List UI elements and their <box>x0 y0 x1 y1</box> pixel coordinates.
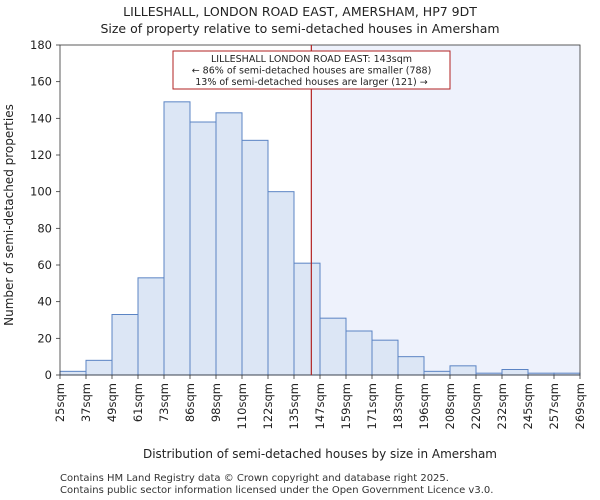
x-tick-label: 159sqm <box>339 383 353 429</box>
x-tick-label: 245sqm <box>521 383 535 429</box>
y-tick-label: 140 <box>30 111 52 125</box>
bar <box>163 101 191 376</box>
annotation-line: 13% of semi-detached houses are larger (… <box>195 77 428 88</box>
bar <box>345 330 373 376</box>
y-axis-label: Number of semi-detached properties <box>2 104 16 326</box>
x-tick-label: 171sqm <box>365 383 379 429</box>
x-tick-label: 110sqm <box>235 383 249 429</box>
bar <box>241 139 269 376</box>
x-tick-label: 147sqm <box>313 383 327 429</box>
y-tick-label: 0 <box>45 368 52 382</box>
y-tick-label: 120 <box>30 148 52 162</box>
x-tick-label: 61sqm <box>131 383 145 422</box>
highlight-region <box>311 45 580 375</box>
bar <box>215 112 243 376</box>
x-tick-label: 257sqm <box>547 383 561 429</box>
annotation-box <box>172 50 451 90</box>
x-tick-label: 49sqm <box>105 383 119 422</box>
y-tick-label: 20 <box>37 331 52 345</box>
y-tick-label: 100 <box>30 185 52 199</box>
x-tick-label: 232sqm <box>495 383 509 429</box>
bar <box>397 356 425 376</box>
bar <box>319 317 347 376</box>
footer-licence: Contains public sector information licen… <box>60 485 494 496</box>
x-tick-label: 73sqm <box>157 383 171 422</box>
x-tick-label: 98sqm <box>209 383 223 422</box>
x-tick-label: 269sqm <box>573 383 587 429</box>
chart-title: LILLESHALL, LONDON ROAD EAST, AMERSHAM, … <box>123 4 477 19</box>
bar <box>423 370 451 376</box>
y-tick-label: 60 <box>37 258 52 272</box>
x-tick-label: 220sqm <box>469 383 483 429</box>
x-tick-label: 183sqm <box>391 383 405 429</box>
y-tick-label: 40 <box>37 295 52 309</box>
x-tick-label: 25sqm <box>53 383 67 422</box>
bar <box>371 339 399 376</box>
x-tick-label: 208sqm <box>443 383 457 429</box>
footer-copyright: Contains HM Land Registry data © Crown c… <box>60 473 449 484</box>
x-tick-label: 122sqm <box>261 383 275 429</box>
x-tick-label: 86sqm <box>183 383 197 422</box>
x-tick-label: 37sqm <box>79 383 93 422</box>
y-tick-label: 160 <box>30 75 52 89</box>
chart-subtitle: Size of property relative to semi-detach… <box>100 21 500 36</box>
y-tick-label: 180 <box>30 38 52 52</box>
bar <box>267 191 295 376</box>
annotation-line: ← 86% of semi-detached houses are smalle… <box>192 66 432 77</box>
x-tick-label: 196sqm <box>417 383 431 429</box>
bar <box>189 121 217 376</box>
bar <box>111 314 139 376</box>
annotation-line: LILLESHALL LONDON ROAD EAST: 143sqm <box>211 54 412 65</box>
bar <box>85 359 113 376</box>
bar <box>501 369 529 376</box>
x-tick-label: 135sqm <box>287 383 301 429</box>
y-tick-label: 80 <box>37 221 52 235</box>
x-axis-label: Distribution of semi-detached houses by … <box>143 447 497 461</box>
bar <box>137 277 165 376</box>
bar <box>449 365 477 376</box>
bar <box>59 370 87 376</box>
bar <box>293 262 321 376</box>
